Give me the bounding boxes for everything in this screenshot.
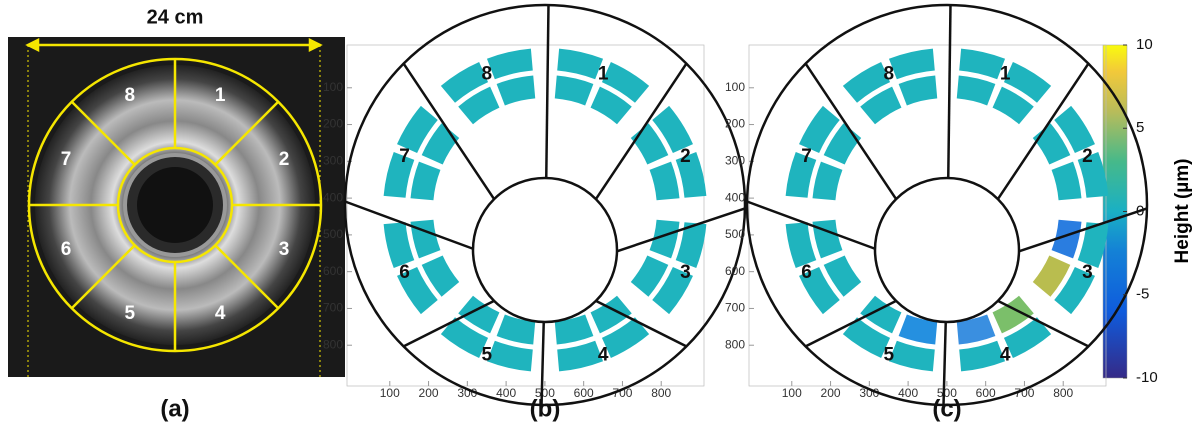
segment-label: 1 — [1000, 64, 1011, 85]
height-patch — [497, 76, 536, 106]
height-patch — [959, 49, 1005, 80]
segment-label: 7 — [801, 146, 812, 167]
height-patch — [813, 220, 843, 259]
colorbar-tick-label: -5 — [1136, 286, 1149, 303]
caption: (b) — [530, 395, 561, 422]
y-tick-label: 100 — [323, 80, 343, 94]
inner-ring — [875, 178, 1019, 322]
y-tick-label: 500 — [725, 227, 745, 241]
height-patch — [557, 341, 603, 372]
segment-label: 5 — [125, 303, 136, 324]
segment-divider — [747, 202, 875, 249]
height-patch — [650, 162, 680, 201]
height-patch — [786, 222, 817, 268]
y-tick-label: 800 — [725, 337, 745, 351]
height-patch — [555, 76, 594, 106]
height-patch — [959, 341, 1005, 372]
segment-label: 8 — [482, 64, 493, 85]
y-tick-label: 300 — [725, 154, 745, 168]
colorbar-tick-label: 10 — [1136, 36, 1153, 53]
y-tick-label: 800 — [323, 337, 343, 351]
y-tick-label: 400 — [725, 190, 745, 204]
segment-divider — [345, 202, 473, 249]
figure: 24 cm (a) Height (µm) 123456781002003004… — [0, 0, 1198, 429]
segment-label: 6 — [801, 262, 812, 283]
segment-label: 2 — [1082, 146, 1093, 167]
y-tick-label: 600 — [725, 264, 745, 278]
segment-label: 4 — [1000, 344, 1011, 365]
height-patch — [1052, 162, 1082, 201]
x-tick-label: 600 — [976, 386, 996, 400]
segment-label: 2 — [279, 149, 290, 170]
segment-label: 2 — [680, 146, 691, 167]
x-tick-label: 400 — [898, 386, 918, 400]
y-tick-label: 600 — [323, 264, 343, 278]
y-tick-label: 100 — [725, 80, 745, 94]
inner-ring — [473, 178, 617, 322]
x-tick-label: 400 — [496, 386, 516, 400]
x-tick-label: 800 — [1053, 386, 1073, 400]
colorbar-label: Height (µm) — [1172, 159, 1193, 264]
colorbar-tick-label: -10 — [1136, 369, 1158, 386]
segment-label: 8 — [125, 85, 136, 106]
width-label: 24 cm — [147, 6, 204, 28]
x-tick-label: 200 — [821, 386, 841, 400]
y-tick-label: 300 — [323, 154, 343, 168]
segment-label: 8 — [884, 64, 895, 85]
segment-label: 4 — [598, 344, 609, 365]
y-tick-label: 700 — [323, 301, 343, 315]
colorbar-tick-label: 5 — [1136, 119, 1144, 136]
x-tick-label: 200 — [419, 386, 439, 400]
segment-label: 6 — [61, 239, 72, 260]
y-tick-label: 400 — [323, 190, 343, 204]
segment-label: 7 — [399, 146, 410, 167]
x-tick-label: 800 — [651, 386, 671, 400]
segment-divider — [948, 5, 950, 178]
y-tick-label: 700 — [725, 301, 745, 315]
height-patch — [384, 222, 415, 268]
x-tick-label: 600 — [574, 386, 594, 400]
segment-label: 3 — [1082, 262, 1093, 283]
x-tick-label: 100 — [380, 386, 400, 400]
y-tick-label: 200 — [725, 117, 745, 131]
caption: (c) — [932, 395, 961, 422]
height-patch — [411, 162, 441, 201]
segment-label: 7 — [61, 149, 72, 170]
height-patch — [957, 76, 996, 106]
segment-label: 1 — [598, 64, 609, 85]
height-patch — [487, 49, 533, 80]
segment-label: 3 — [279, 239, 290, 260]
y-tick-label: 200 — [323, 117, 343, 131]
segment-label: 5 — [482, 344, 493, 365]
height-patch — [487, 341, 533, 372]
photo — [8, 37, 345, 377]
height-patch — [889, 341, 935, 372]
height-patch — [813, 162, 843, 201]
segment-label: 4 — [215, 303, 226, 324]
colorbar-tick-label: 0 — [1136, 202, 1144, 219]
segment-label: 6 — [399, 262, 410, 283]
height-patch — [557, 49, 603, 80]
segment-label: 3 — [680, 262, 691, 283]
height-patch — [889, 49, 935, 80]
segment-divider — [546, 5, 548, 178]
segment-label: 5 — [884, 344, 895, 365]
y-tick-label: 500 — [323, 227, 343, 241]
height-patch — [411, 220, 441, 259]
caption: (a) — [160, 395, 189, 422]
height-patch — [899, 76, 938, 106]
segment-label: 1 — [215, 85, 226, 106]
x-tick-label: 100 — [782, 386, 802, 400]
